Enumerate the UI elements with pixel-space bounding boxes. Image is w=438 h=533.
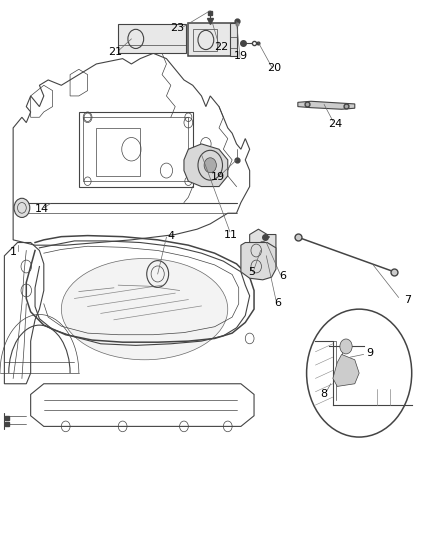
Circle shape: [14, 198, 30, 217]
Polygon shape: [298, 101, 355, 109]
Bar: [79, 112, 193, 187]
Text: 6: 6: [279, 271, 286, 281]
Text: 5: 5: [248, 267, 255, 277]
Text: 9: 9: [367, 348, 374, 358]
Text: 7: 7: [404, 295, 411, 304]
Text: 14: 14: [35, 205, 49, 214]
Text: 20: 20: [267, 63, 281, 72]
Text: 24: 24: [328, 119, 342, 128]
Polygon shape: [241, 243, 276, 280]
Text: 22: 22: [214, 42, 228, 52]
Text: 6: 6: [275, 298, 282, 308]
Circle shape: [340, 339, 352, 354]
Bar: [188, 23, 237, 56]
Polygon shape: [333, 354, 359, 386]
Bar: [96, 128, 140, 176]
Ellipse shape: [61, 259, 228, 360]
Bar: [83, 117, 188, 181]
Polygon shape: [230, 23, 237, 56]
Polygon shape: [184, 144, 228, 187]
Text: 19: 19: [234, 51, 248, 61]
Text: 1: 1: [10, 247, 17, 256]
Text: 21: 21: [108, 47, 122, 56]
Text: 4: 4: [167, 231, 174, 240]
Text: 19: 19: [211, 172, 225, 182]
Bar: [118, 24, 186, 53]
Bar: [193, 29, 217, 51]
Text: 11: 11: [224, 230, 238, 239]
Text: 23: 23: [170, 23, 184, 33]
Polygon shape: [250, 229, 276, 272]
Text: 8: 8: [321, 390, 328, 399]
Circle shape: [204, 158, 216, 173]
Circle shape: [307, 309, 412, 437]
